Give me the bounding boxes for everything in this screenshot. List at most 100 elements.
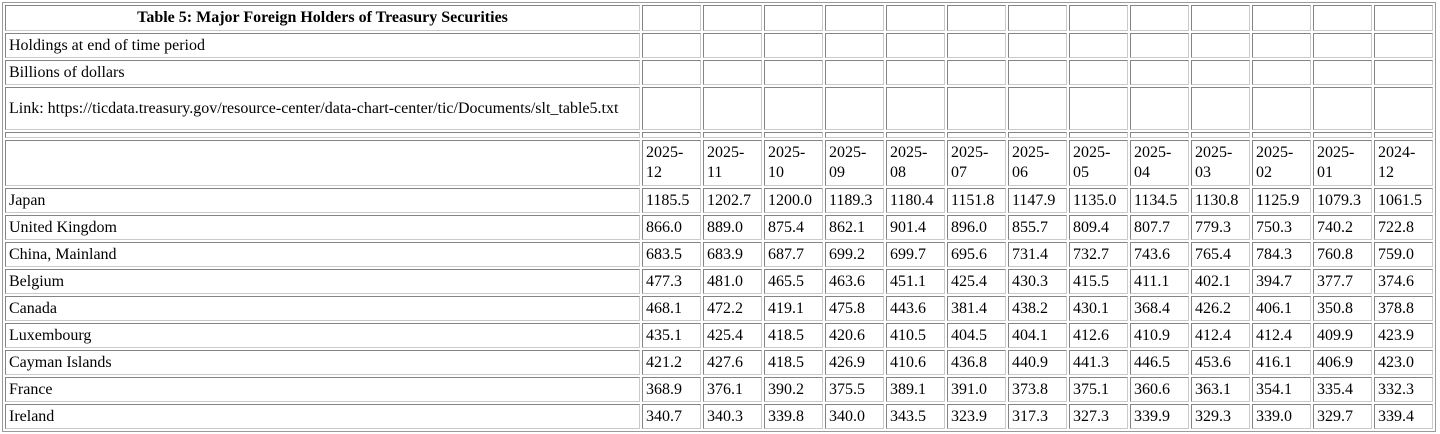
period-label: 2025-07	[951, 144, 989, 181]
value-cell: 759.0	[1374, 242, 1433, 267]
period-header-cell: 2025-10	[764, 140, 823, 186]
empty-cell	[886, 60, 945, 85]
period-label: 2025-12	[646, 144, 684, 181]
value-cell: 343.5	[886, 404, 945, 429]
period-header-cell: 2024-12	[1374, 140, 1433, 186]
value-cell: 695.6	[947, 242, 1006, 267]
country-cell: Ireland	[5, 404, 640, 429]
empty-cell	[947, 87, 1006, 130]
value-cell: 415.5	[1069, 269, 1128, 294]
value-cell: 889.0	[703, 215, 762, 240]
value-cell: 419.1	[764, 296, 823, 321]
value-cell: 1134.5	[1130, 188, 1189, 213]
table-title: Table 5: Major Foreign Holders of Treasu…	[5, 5, 640, 31]
country-cell: Belgium	[5, 269, 640, 294]
value-cell: 327.3	[1069, 404, 1128, 429]
value-cell: 360.6	[1130, 377, 1189, 402]
empty-cell	[1191, 87, 1250, 130]
value-cell: 1189.3	[825, 188, 884, 213]
holdings-note-row: Holdings at end of time period	[5, 33, 1433, 58]
empty-cell	[1191, 60, 1250, 85]
table-row: China, Mainland 683.5 683.9 687.7 699.2 699.7…	[5, 242, 1433, 267]
period-label: 2025-03	[1195, 144, 1233, 181]
period-label: 2025-06	[1012, 144, 1050, 181]
empty-cell	[1069, 132, 1128, 138]
empty-cell	[1252, 60, 1311, 85]
value-cell: 410.6	[886, 350, 945, 375]
country-cell: Luxembourg	[5, 323, 640, 348]
value-cell: 760.8	[1313, 242, 1372, 267]
country-cell: Cayman Islands	[5, 350, 640, 375]
value-cell: 472.2	[703, 296, 762, 321]
value-cell: 430.1	[1069, 296, 1128, 321]
value-cell: 339.9	[1130, 404, 1189, 429]
value-cell: 731.4	[1008, 242, 1067, 267]
value-cell: 465.5	[764, 269, 823, 294]
value-cell: 418.5	[764, 350, 823, 375]
value-cell: 421.2	[642, 350, 701, 375]
value-cell: 1135.0	[1069, 188, 1128, 213]
table-row: Luxembourg 435.1 425.4 418.5 420.6 410.5 404.5…	[5, 323, 1433, 348]
empty-cell	[886, 33, 945, 58]
value-cell: 443.6	[886, 296, 945, 321]
value-cell: 340.0	[825, 404, 884, 429]
empty-cell	[1252, 5, 1311, 31]
empty-cell	[825, 33, 884, 58]
value-cell: 418.5	[764, 323, 823, 348]
empty-cell	[1252, 33, 1311, 58]
period-header-cell: 2025-12	[642, 140, 701, 186]
period-label: 2025-05	[1073, 144, 1111, 181]
period-header-cell: 2025-05	[1069, 140, 1128, 186]
value-cell: 451.1	[886, 269, 945, 294]
value-cell: 423.0	[1374, 350, 1433, 375]
empty-cell	[825, 5, 884, 31]
value-cell: 412.4	[1191, 323, 1250, 348]
empty-cell	[825, 87, 884, 130]
period-label: 2025-04	[1134, 144, 1172, 181]
value-cell: 722.8	[1374, 215, 1433, 240]
value-cell: 446.5	[1130, 350, 1189, 375]
value-cell: 368.9	[642, 377, 701, 402]
value-cell: 391.0	[947, 377, 1006, 402]
value-cell: 335.4	[1313, 377, 1372, 402]
period-label: 2025-10	[768, 144, 806, 181]
empty-cell	[703, 60, 762, 85]
units-note: Billions of dollars	[5, 60, 640, 85]
table-row: Ireland 340.7 340.3 339.8 340.0 343.5 323.9 317…	[5, 404, 1433, 429]
empty-cell	[1374, 132, 1433, 138]
empty-cell	[1191, 132, 1250, 138]
empty-cell	[642, 132, 701, 138]
value-cell: 875.4	[764, 215, 823, 240]
empty-cell	[1130, 60, 1189, 85]
value-cell: 394.7	[1252, 269, 1311, 294]
value-cell: 866.0	[642, 215, 701, 240]
value-cell: 440.9	[1008, 350, 1067, 375]
value-cell: 896.0	[947, 215, 1006, 240]
value-cell: 438.2	[1008, 296, 1067, 321]
empty-cell	[703, 5, 762, 31]
value-cell: 1147.9	[1008, 188, 1067, 213]
value-cell: 427.6	[703, 350, 762, 375]
country-cell: Canada	[5, 296, 640, 321]
value-cell: 765.4	[1191, 242, 1250, 267]
units-note-row: Billions of dollars	[5, 60, 1433, 85]
value-cell: 375.1	[1069, 377, 1128, 402]
value-cell: 435.1	[642, 323, 701, 348]
value-cell: 699.2	[825, 242, 884, 267]
value-cell: 1151.8	[947, 188, 1006, 213]
value-cell: 862.1	[825, 215, 884, 240]
value-cell: 350.8	[1313, 296, 1372, 321]
value-cell: 699.7	[886, 242, 945, 267]
empty-cell	[1252, 87, 1311, 130]
value-cell: 368.4	[1130, 296, 1189, 321]
value-cell: 339.4	[1374, 404, 1433, 429]
value-cell: 329.7	[1313, 404, 1372, 429]
value-cell: 410.5	[886, 323, 945, 348]
value-cell: 404.1	[1008, 323, 1067, 348]
period-header-cell: 2025-09	[825, 140, 884, 186]
value-cell: 441.3	[1069, 350, 1128, 375]
empty-cell	[1374, 87, 1433, 130]
value-cell: 411.1	[1130, 269, 1189, 294]
value-cell: 1061.5	[1374, 188, 1433, 213]
empty-cell	[947, 33, 1006, 58]
